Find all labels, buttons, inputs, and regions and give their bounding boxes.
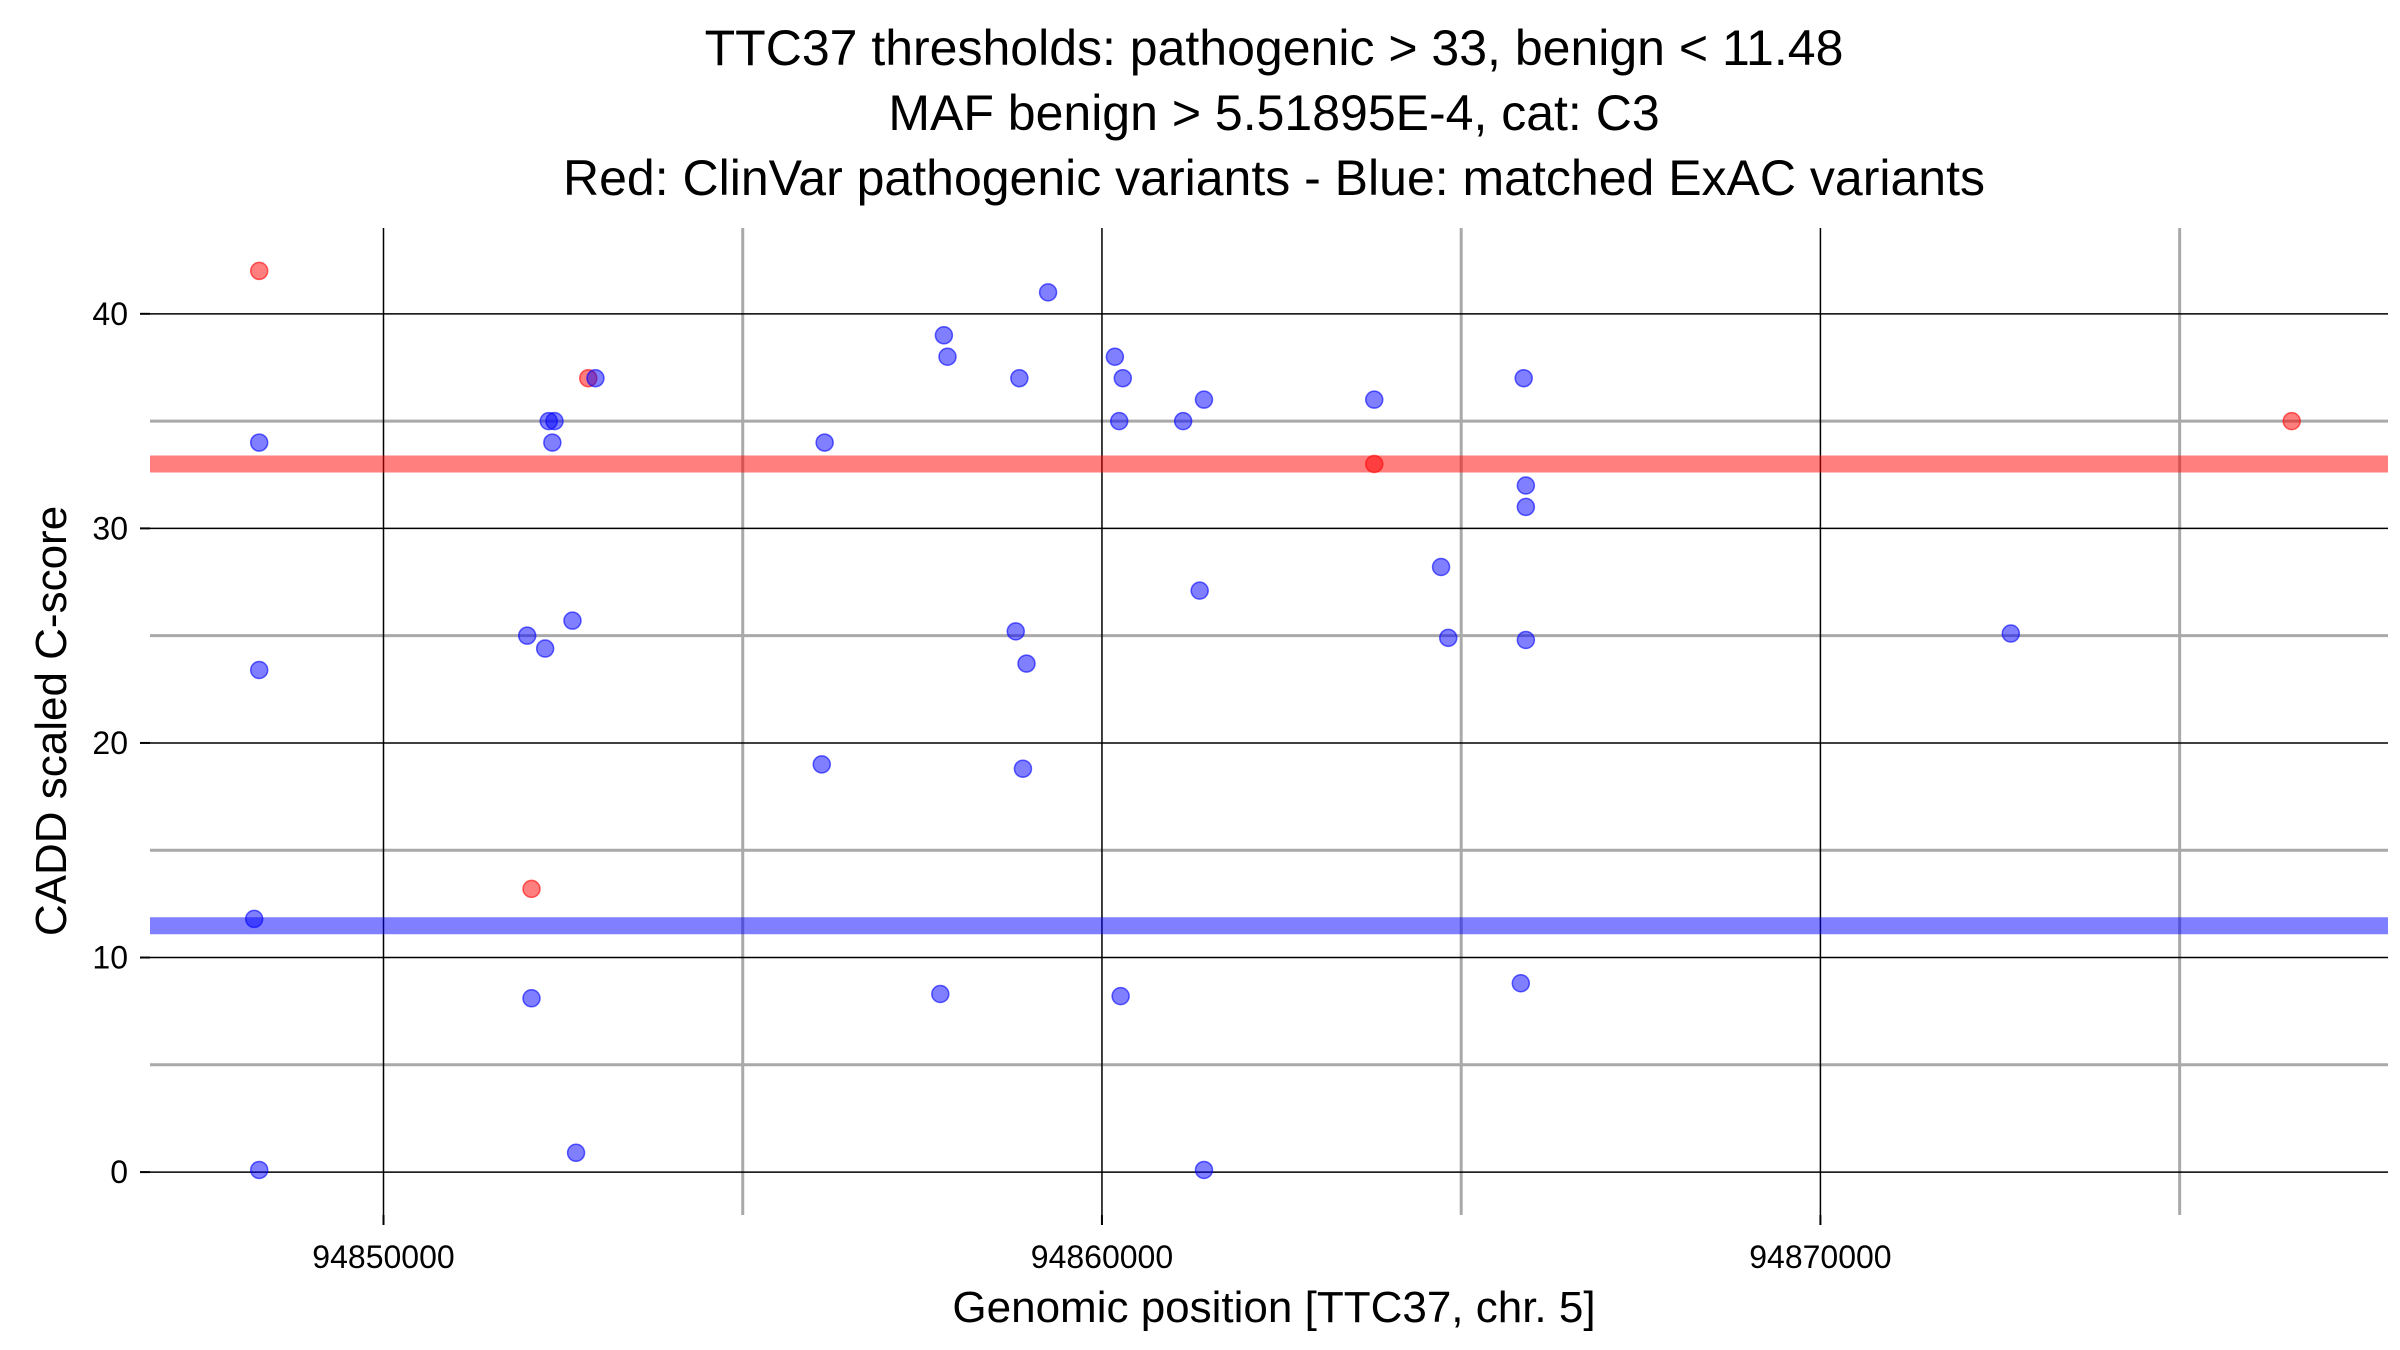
y-axis-title: CADD scaled C-score: [27, 506, 76, 936]
y-tick-label: 40: [92, 296, 128, 332]
matched-exac-variants-point: [244, 909, 264, 929]
matched-exac-variants-point: [1511, 974, 1531, 993]
matched-exac-variants-point: [1516, 476, 1536, 495]
matched-exac-variants-point: [563, 611, 582, 630]
matched-exac-variants-point: [249, 433, 269, 452]
matched-exac-variants-point: [1365, 390, 1384, 409]
y-tick-label: 20: [92, 725, 128, 761]
title-line-3: Red: ClinVar pathogenic variants - Blue:…: [563, 150, 1985, 206]
x-axis-tick-labels: 94850000 94860000 94870000: [312, 1239, 1891, 1275]
x-axis-title: Genomic position [TTC37, chr. 5]: [952, 1283, 1595, 1332]
title-line-2: MAF benign > 5.51895E-4, cat: C3: [888, 85, 1659, 141]
matched-exac-variants-point: [522, 989, 541, 1008]
matched-exac-variants-point: [931, 984, 950, 1004]
matched-exac-variants-point: [1514, 368, 1533, 388]
x-tick-label: 94860000: [1031, 1239, 1173, 1275]
clinvar-pathogenic-variants-point: [1365, 454, 1384, 474]
y-axis-tick-labels: 0 10 20 30 40: [92, 296, 128, 1190]
axis-ticks: [140, 312, 1822, 1225]
matched-exac-variants-point: [1516, 497, 1536, 517]
matched-exac-variants-point: [815, 433, 834, 452]
matched-exac-variants-point: [1017, 654, 1036, 673]
matched-exac-variants-point: [938, 347, 957, 366]
clinvar-pathogenic-variants-point: [249, 261, 269, 281]
matched-exac-variants-point: [1105, 347, 1125, 366]
matched-exac-variants-point: [543, 433, 562, 452]
matched-exac-variants-point: [517, 626, 537, 645]
matched-exac-variants-point: [1194, 390, 1214, 409]
y-tick-label: 10: [92, 940, 128, 976]
chart-title: TTC37 thresholds: pathogenic > 33, benig…: [563, 20, 1985, 206]
matched-exac-variants-point: [1109, 411, 1129, 431]
clinvar-pathogenic-variants-point: [2282, 411, 2301, 431]
matched-exac-variants-point: [1038, 283, 1058, 302]
matched-exac-variants-point: [1113, 368, 1133, 388]
matched-exac-variants-point: [535, 639, 555, 658]
matched-exac-variants-point: [1190, 581, 1209, 600]
data-points: [244, 261, 2301, 1180]
x-tick-label: 94850000: [312, 1239, 454, 1275]
matched-exac-variants-point: [934, 326, 954, 345]
y-tick-label: 0: [110, 1154, 128, 1190]
matched-exac-variants-point: [2001, 624, 2021, 643]
matched-exac-variants-point: [1194, 1160, 1214, 1180]
title-line-1: TTC37 thresholds: pathogenic > 33, benig…: [705, 20, 1844, 76]
y-tick-label: 30: [92, 510, 128, 546]
matched-exac-variants-point: [1439, 628, 1458, 648]
minor-grid: [150, 228, 2388, 1215]
matched-exac-variants-point: [545, 411, 564, 431]
matched-exac-variants-point: [586, 368, 605, 388]
clinvar-pathogenic-variants-point: [522, 879, 541, 899]
threshold-lines: [150, 455, 2388, 935]
matched-exac-variants-point: [1516, 630, 1536, 650]
matched-exac-variants-point: [1010, 368, 1029, 388]
matched-exac-variants-point: [1173, 411, 1193, 431]
matched-exac-variants-point: [1013, 759, 1033, 778]
matched-exac-variants-point: [812, 755, 832, 774]
matched-exac-variants-point: [566, 1143, 586, 1163]
matched-exac-variants-point: [249, 660, 269, 680]
major-grid: [150, 228, 2388, 1215]
matched-exac-variants-point: [1111, 986, 1130, 1006]
matched-exac-variants-point: [1006, 622, 1025, 641]
matched-exac-variants-point: [1431, 557, 1451, 577]
x-tick-label: 94870000: [1749, 1239, 1891, 1275]
matched-exac-variants-point: [249, 1160, 269, 1180]
